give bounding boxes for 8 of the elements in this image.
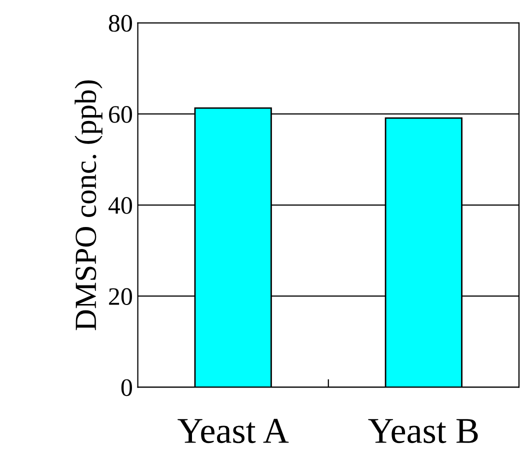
- y-axis-title: DMSPO conc. (ppb): [74, 80, 102, 330]
- x-tick-label: Yeast B: [368, 419, 478, 444]
- y-tick-label: 0: [121, 379, 132, 396]
- y-tick-label: 80: [108, 14, 132, 32]
- y-tick-label: 20: [109, 288, 132, 305]
- y-tick-label: 40: [108, 197, 132, 214]
- y-tick-label: 60: [109, 106, 132, 123]
- x-tick-label: Yeast A: [178, 418, 289, 444]
